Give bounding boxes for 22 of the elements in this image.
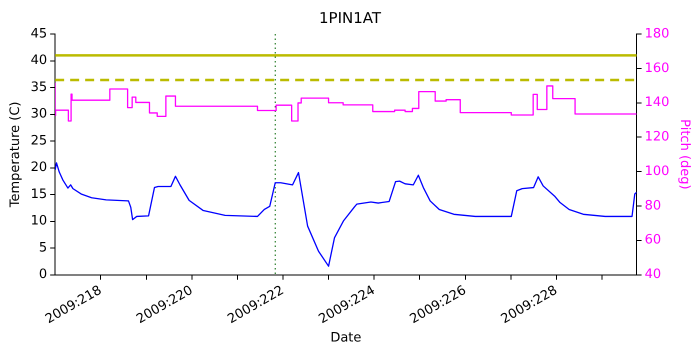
y-tick-label: 30 xyxy=(30,106,48,122)
y-tick-label: 0 xyxy=(38,267,48,282)
y2-tick-label: 60 xyxy=(644,232,662,248)
y-tick-label: 10 xyxy=(30,214,48,229)
y-tick-label: 5 xyxy=(38,240,48,256)
y2-tick-label: 180 xyxy=(644,26,670,42)
y-tick-label: 40 xyxy=(30,53,48,68)
y2-tick-label: 140 xyxy=(644,95,670,110)
y-tick-label: 45 xyxy=(30,26,48,42)
y2-tick-label: 80 xyxy=(644,198,662,214)
y-tick-label: 35 xyxy=(30,80,48,95)
y2-tick-label: 100 xyxy=(644,164,670,179)
y2-axis-title: Pitch (deg) xyxy=(676,119,692,190)
x-axis-title: Date xyxy=(330,330,362,346)
y2-tick-label: 120 xyxy=(644,130,670,145)
y2-tick-label: 160 xyxy=(644,60,670,76)
y2-tick-label: 40 xyxy=(644,267,662,282)
y-tick-label: 25 xyxy=(30,133,48,148)
y-tick-label: 20 xyxy=(30,160,48,176)
chart-title: 1PIN1AT xyxy=(318,8,382,27)
y-axis-title: Temperature (C) xyxy=(8,102,24,208)
y-tick-label: 15 xyxy=(30,186,48,202)
